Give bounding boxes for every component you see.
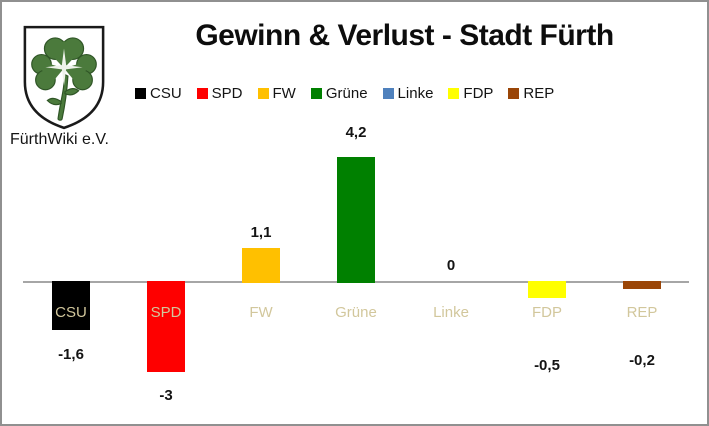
legend-swatch-icon (310, 88, 322, 99)
legend-item-fdp: FDP (448, 85, 493, 102)
value-label-rep: -0,2 (629, 352, 655, 369)
value-label-csu: -1,6 (58, 346, 84, 363)
category-label-spd: SPD (150, 304, 182, 321)
star-icon (45, 48, 83, 86)
legend-item-rep: REP (508, 85, 554, 102)
legend-label: CSU (150, 85, 182, 102)
legend-swatch-icon (448, 88, 460, 99)
bar-fw (242, 248, 280, 283)
value-label-spd: -3 (159, 387, 173, 404)
legend-label: Grüne (325, 85, 368, 102)
legend-swatch-icon (257, 88, 269, 99)
legend-item-linke: Linke (382, 85, 434, 102)
legend-item-csu: CSU (135, 85, 182, 102)
value-label-fw: 1,1 (250, 224, 272, 241)
legend-swatch-icon (382, 88, 394, 99)
bar-csu (52, 281, 90, 330)
legend-label: REP (523, 85, 555, 102)
bar-rep (623, 281, 661, 289)
legend-label: SPD (211, 85, 243, 102)
bar-spd (147, 281, 185, 372)
value-label-linke: 0 (446, 257, 456, 274)
category-label-grüne: Grüne (335, 304, 377, 321)
category-label-csu: CSU (55, 304, 87, 321)
legend-swatch-icon (508, 88, 520, 99)
category-label-fw: FW (249, 304, 273, 321)
legend-label: FDP (463, 85, 494, 102)
credit-text: FürthWiki e.V. (10, 131, 109, 148)
category-label-linke: Linke (433, 304, 469, 321)
chart-legend: CSU SPD FW Grüne Linke FDP REP (135, 85, 554, 102)
legend-item-spd: SPD (196, 85, 243, 102)
page-title: Gewinn & Verlust - Stadt Fürth (195, 19, 614, 52)
bar-fdp (528, 281, 566, 298)
value-label-grüne: 4,2 (345, 124, 367, 141)
legend-label: Linke (397, 85, 434, 102)
legend-swatch-icon (196, 88, 208, 99)
legend-item-grüne: Grüne (310, 85, 368, 102)
bar-grüne (337, 157, 375, 283)
category-label-fdp: FDP (532, 304, 562, 321)
value-label-fdp: -0,5 (534, 357, 560, 374)
category-label-rep: REP (626, 304, 658, 321)
legend-swatch-icon (135, 88, 146, 99)
fuerth-coat-of-arms-logo (23, 25, 105, 130)
legend-item-fw: FW (257, 85, 296, 102)
legend-label: FW (272, 85, 296, 102)
